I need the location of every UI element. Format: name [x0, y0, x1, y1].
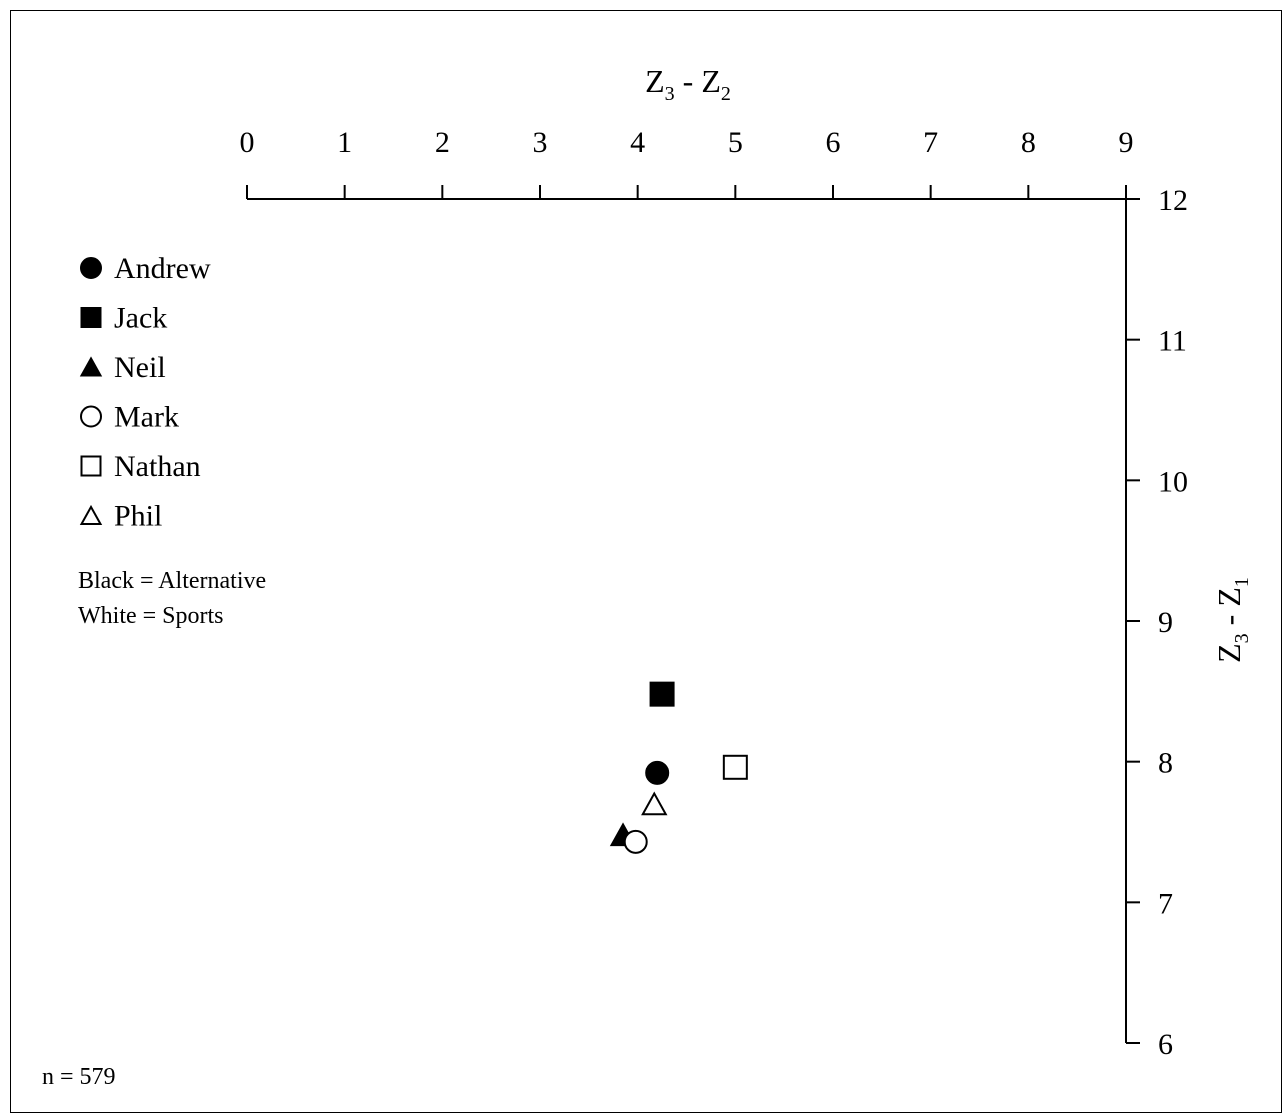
chart-frame: [10, 10, 1282, 1113]
y-axis-title: Z3 - Z1: [1211, 577, 1253, 663]
legend-marker-phil: [79, 504, 103, 526]
legend-label-jack: Jack: [114, 302, 167, 335]
legend-marker-nathan: [80, 455, 102, 477]
point-jack: [649, 681, 675, 707]
point-mark: [623, 829, 648, 854]
legend-label-neil: Neil: [114, 351, 166, 384]
point-nathan: [722, 754, 748, 780]
x-tick-label-5: 5: [728, 126, 743, 159]
legend-marker-mark: [80, 405, 102, 428]
y-tick-label-8: 8: [1158, 747, 1173, 780]
x-tick-label-1: 1: [337, 126, 352, 159]
data-points: [609, 681, 748, 854]
x-tick-label-8: 8: [1021, 126, 1036, 159]
legend: Andrew Jack Neil Mark Nathan Phil: [79, 252, 211, 533]
y-tick-label-7: 7: [1158, 887, 1173, 920]
legend-label-nathan: Nathan: [114, 450, 201, 483]
y-tick-label-6: 6: [1158, 1028, 1173, 1061]
legend-marker-jack: [80, 307, 102, 328]
sample-size-label: n = 579: [42, 1064, 116, 1090]
legend-label-mark: Mark: [114, 401, 179, 434]
legend-marker-andrew: [80, 257, 102, 279]
legend-label-phil: Phil: [114, 500, 162, 533]
y-tick-label-9: 9: [1158, 606, 1173, 639]
x-axis-title: Z3 - Z2: [645, 63, 731, 105]
x-tick-label-9: 9: [1119, 126, 1134, 159]
y-tick-label-10: 10: [1158, 465, 1188, 498]
legend-label-andrew: Andrew: [114, 252, 211, 285]
x-tick-label-6: 6: [826, 126, 841, 159]
legend-marker-neil: [79, 356, 103, 377]
y-tick-label-11: 11: [1158, 325, 1187, 358]
point-andrew: [645, 760, 670, 785]
y-tick-label-12: 12: [1158, 184, 1188, 217]
x-tick-label-0: 0: [240, 126, 255, 159]
x-tick-label-4: 4: [630, 126, 645, 159]
point-phil: [641, 791, 668, 816]
x-tick-label-3: 3: [533, 126, 548, 159]
note-white: White = Sports: [78, 603, 224, 629]
x-tick-label-7: 7: [923, 126, 938, 159]
note-black: Black = Alternative: [78, 568, 266, 594]
x-tick-label-2: 2: [435, 126, 450, 159]
